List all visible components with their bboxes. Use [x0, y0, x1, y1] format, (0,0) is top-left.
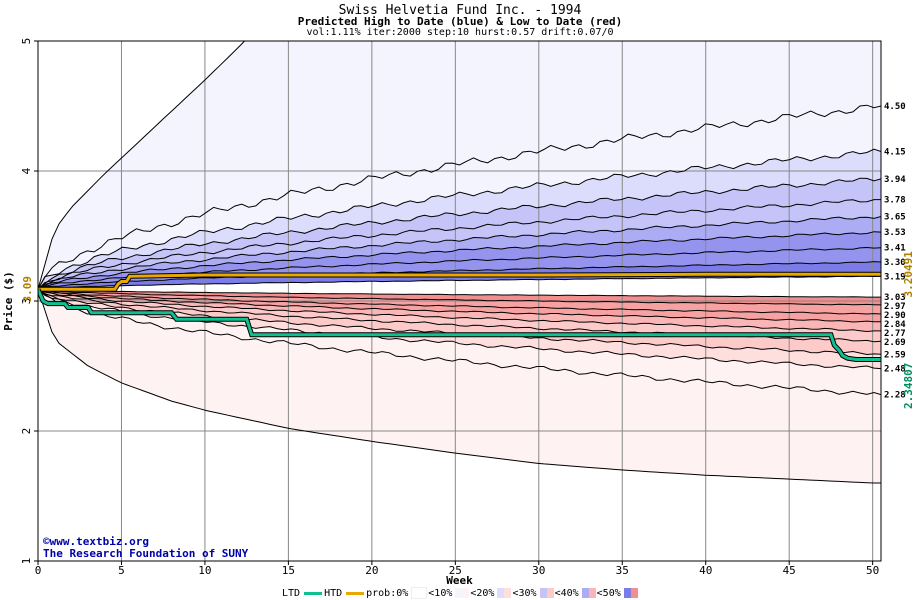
high-quantile-label-7: 3.30 [884, 258, 906, 268]
high-quantile-line-9 [38, 275, 881, 290]
high-band-2 [38, 149, 881, 290]
copyright-credit: ©www.textbiz.org [43, 535, 149, 548]
legend-p10-label: <10% [428, 587, 453, 599]
low-quantile-line-0 [38, 289, 881, 484]
high-quantile-label-1: 4.15 [884, 148, 906, 158]
low-band-3 [38, 289, 881, 355]
low-band-5 [38, 289, 881, 332]
low-quantile-label-3: 2.84 [884, 320, 906, 330]
y-tick-label-1: 1 [20, 558, 33, 565]
low-quantile-line-1 [38, 288, 881, 396]
low-band-0 [38, 289, 881, 483]
high-band-3 [38, 178, 881, 290]
high-quantile-label-4: 3.65 [884, 213, 906, 223]
legend-htd-swatch [346, 591, 365, 595]
htd-series-line [38, 272, 881, 291]
x-tick-label-35: 35 [616, 564, 629, 577]
y-axis-title: Price ($) [2, 271, 15, 331]
low-quantile-label-1: 2.97 [884, 302, 906, 312]
y-tick-label-5: 5 [20, 38, 33, 45]
x-tick-label-0: 0 [35, 564, 42, 577]
high-quantile-line-1 [38, 104, 881, 290]
x-tick-label-30: 30 [532, 564, 545, 577]
x-tick-label-40: 40 [699, 564, 712, 577]
high-quantile-line-2 [38, 148, 881, 290]
legend-swatch-50 [623, 588, 638, 598]
low-quantile-line-8 [38, 288, 881, 306]
high-quantile-line-6 [38, 231, 881, 290]
legend-p30-label: <30% [512, 587, 537, 599]
legend-p50-label: <50% [596, 587, 621, 599]
high-quantile-line-3 [38, 177, 881, 290]
low-quantile-line-7 [38, 288, 881, 315]
legend-swatch-10 [455, 588, 470, 598]
low-band-1 [38, 289, 881, 395]
high-band-5 [38, 216, 881, 290]
high-band-0 [38, 41, 881, 290]
low-band-6 [38, 289, 881, 322]
low-band-4 [38, 289, 881, 342]
legend-swatch-20 [497, 588, 512, 598]
ltd-series-line [38, 288, 881, 361]
chart-title: Swiss Helvetia Fund Inc. - 1994 [338, 3, 582, 18]
high-quantile-label-3: 3.78 [884, 196, 906, 206]
x-tick-label-5: 5 [118, 564, 125, 577]
legend-htd-label: HTD [324, 587, 343, 599]
organization-credit: The Research Foundation of SUNY [43, 547, 249, 560]
low-quantile-label-5: 2.69 [884, 338, 906, 348]
low-quantile-label-4: 2.77 [884, 329, 906, 339]
high-quantile-label-2: 3.94 [884, 175, 906, 185]
low-quantile-label-2: 2.90 [884, 311, 906, 321]
x-tick-label-50: 50 [866, 564, 879, 577]
low-quantile-label-7: 2.48 [884, 365, 906, 375]
y-tick-label-3: 3 [20, 298, 33, 305]
low-band-2 [38, 289, 881, 369]
legend-swatch-40 [581, 588, 596, 598]
legend: LTD HTD prob:0% <10% <20% <30% <40% <50% [282, 586, 639, 600]
y-tick-label-4: 4 [20, 167, 33, 174]
legend-ltd-swatch [304, 591, 323, 595]
low-quantile-line-6 [38, 288, 881, 323]
legend-p40-label: <40% [554, 587, 579, 599]
high-quantile-line-8 [38, 261, 881, 290]
plot-area [38, 41, 881, 561]
high-quantile-line-4 [38, 199, 881, 290]
start-price-label: 3.09 [21, 276, 34, 303]
high-band-1 [38, 105, 881, 290]
high-band-4 [38, 199, 881, 290]
high-quantile-line-5 [38, 216, 881, 290]
legend-swatch-0 [411, 587, 428, 599]
legend-ltd-label: LTD [282, 587, 301, 599]
legend-swatch-30 [539, 588, 554, 598]
x-tick-label-10: 10 [198, 564, 211, 577]
x-tick-label-45: 45 [783, 564, 796, 577]
high-quantile-label-5: 3.53 [884, 228, 906, 238]
high-band-6 [38, 231, 881, 290]
low-quantile-line-5 [38, 288, 881, 333]
ltd-end-label: 2.34807 [902, 363, 915, 409]
low-quantile-line-9 [38, 288, 881, 298]
high-quantile-label-8: 3.19 [884, 272, 906, 282]
legend-p20-label: <20% [470, 587, 495, 599]
x-tick-label-25: 25 [449, 564, 462, 577]
low-band-7 [38, 289, 881, 314]
high-quantile-line-0 [38, 41, 246, 290]
x-tick-label-20: 20 [365, 564, 378, 577]
low-quantile-label-8: 2.28 [884, 391, 906, 401]
chart-parameters: vol:1.11% iter:2000 step:10 hurst:0.57 d… [306, 27, 614, 38]
high-quantile-label-6: 3.41 [884, 244, 906, 254]
high-band-7 [38, 247, 881, 290]
htd-end-label: 3.20491 [902, 251, 915, 298]
x-tick-label-15: 15 [282, 564, 295, 577]
low-quantile-label-6: 2.59 [884, 350, 906, 360]
high-quantile-label-0: 4.50 [884, 102, 906, 112]
x-axis-title: Week [446, 574, 473, 587]
legend-prob-label: prob:0% [366, 587, 409, 599]
chart-subtitle: Predicted High to Date (blue) & Low to D… [297, 15, 623, 28]
y-tick-label-2: 2 [20, 428, 33, 435]
low-quantile-label-0: 3.03 [884, 293, 906, 303]
